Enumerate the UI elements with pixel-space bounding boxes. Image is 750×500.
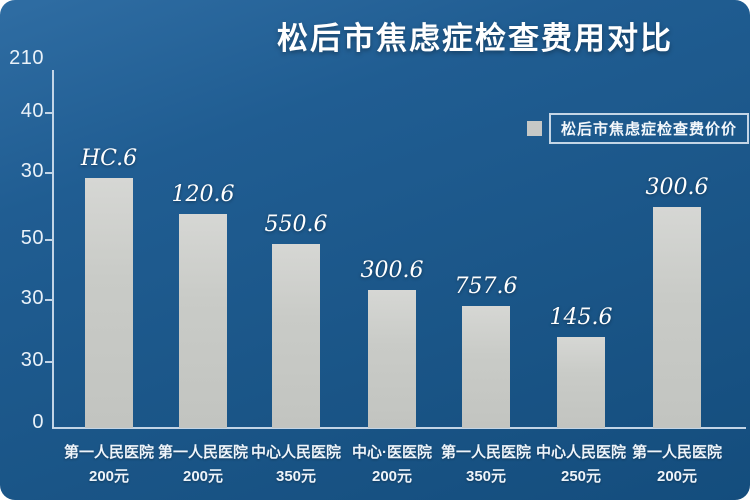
x-axis-category-label: 第一人民医院 200元 [64, 441, 154, 489]
x-axis-category-label: 第一人民医院 200元 [158, 441, 248, 489]
price-label: 200元 [88, 468, 130, 485]
bar [462, 306, 510, 428]
hospital-name: 第一人民医院 [631, 444, 723, 461]
price-label: 200元 [182, 468, 224, 485]
hospital-name: 第一人民医院 [63, 444, 155, 461]
bar [272, 244, 320, 428]
bar-value-label: 550.6 [264, 212, 328, 237]
legend-swatch-icon [527, 121, 542, 136]
x-axis-category-label: 中心·医医院 200元 [352, 441, 432, 489]
price-label: 250元 [560, 468, 602, 485]
bar-value-label: 145.6 [549, 305, 613, 330]
y-axis-line [52, 70, 54, 428]
x-axis-category-label: 中心人民医院 350元 [251, 441, 341, 489]
y-axis-tick-mark [45, 239, 52, 241]
hospital-name: 中心人民医院 [535, 444, 627, 461]
y-axis-tick-mark [45, 299, 52, 301]
hospital-name: 中心·医医院 [352, 444, 432, 461]
hospital-name: 第一人民医院 [440, 444, 532, 461]
bar [179, 214, 227, 428]
legend: 松后市焦虑症检查费价价 [527, 113, 750, 144]
y-axis-tick-mark [45, 172, 52, 174]
bar-value-label: 120.6 [171, 182, 235, 207]
x-axis-category-label: 中心人民医院 250元 [536, 441, 626, 489]
bar-value-label: HC.6 [80, 146, 138, 171]
bar-value-label: 300.6 [645, 175, 709, 200]
price-label: 200元 [371, 468, 413, 485]
y-axis-tick-label: 40 [20, 100, 44, 122]
y-axis-tick-mark [45, 112, 52, 114]
bar [557, 337, 605, 428]
bar-value-label: 300.6 [360, 258, 424, 283]
y-axis-tick-mark [45, 361, 52, 363]
bar-value-label: 757.6 [454, 274, 518, 299]
y-axis-tick-label: 30 [20, 287, 44, 309]
chart-title: 松后市焦虑症检查费用对比 [277, 21, 673, 56]
y-axis-tick-label: 30 [20, 349, 44, 371]
price-label: 350元 [465, 468, 507, 485]
y-axis-tick-label: 210 [9, 47, 44, 69]
legend-label: 松后市焦虑症检查费价价 [549, 113, 750, 144]
bar [85, 178, 133, 428]
y-axis-tick-label: 50 [20, 227, 44, 249]
bar [368, 290, 416, 428]
x-axis-category-label: 第一人民医院 200元 [632, 441, 722, 489]
bar [653, 207, 701, 428]
price-label: 200元 [656, 468, 698, 485]
hospital-name: 中心人民医院 [250, 444, 342, 461]
price-label: 350元 [275, 468, 317, 485]
x-axis-line [52, 427, 746, 429]
x-axis-category-label: 第一人民医院 350元 [441, 441, 531, 489]
hospital-name: 第一人民医院 [157, 444, 249, 461]
y-axis-tick-label: 30 [20, 160, 44, 182]
y-axis-tick-label: 0 [32, 411, 44, 433]
